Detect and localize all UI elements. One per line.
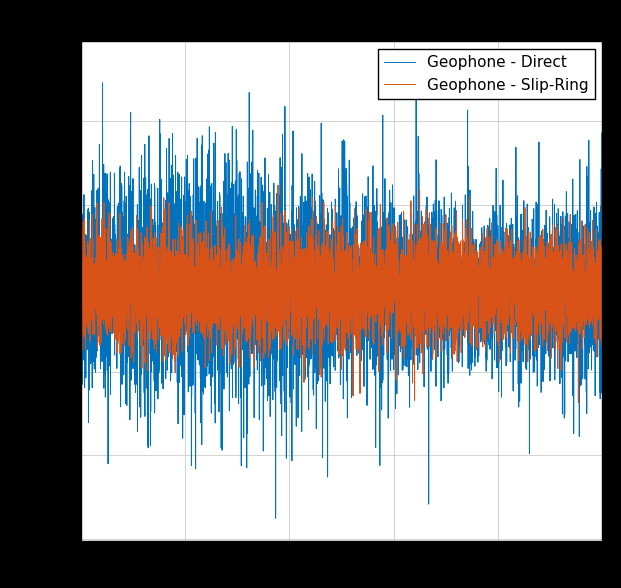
Geophone - Direct bbox=[599, 327, 606, 334]
Legend: Geophone - Direct, Geophone - Slip-Ring: Geophone - Direct, Geophone - Slip-Ring bbox=[378, 49, 595, 99]
Geophone - Direct bbox=[77, 260, 84, 267]
Geophone - Slip-Ring bbox=[274, 182, 282, 189]
Geophone - Direct bbox=[276, 154, 284, 161]
Geophone - Direct bbox=[506, 224, 514, 231]
Line: Geophone - Slip-Ring: Geophone - Slip-Ring bbox=[81, 185, 602, 403]
Geophone - Slip-Ring bbox=[276, 246, 284, 253]
Geophone - Slip-Ring bbox=[599, 266, 606, 273]
Geophone - Slip-Ring bbox=[466, 289, 474, 296]
Geophone - Direct bbox=[172, 245, 179, 252]
Geophone - Slip-Ring bbox=[172, 236, 179, 243]
Geophone - Direct bbox=[412, 61, 420, 68]
Geophone - Slip-Ring bbox=[77, 297, 84, 304]
Geophone - Direct bbox=[390, 292, 397, 299]
Geophone - Slip-Ring bbox=[390, 224, 397, 231]
Geophone - Slip-Ring bbox=[416, 340, 424, 347]
Geophone - Slip-Ring bbox=[574, 399, 582, 406]
Line: Geophone - Direct: Geophone - Direct bbox=[81, 64, 602, 518]
Geophone - Slip-Ring bbox=[506, 269, 514, 276]
Geophone - Direct bbox=[417, 242, 424, 249]
Geophone - Direct bbox=[466, 360, 474, 368]
Geophone - Direct bbox=[272, 514, 279, 522]
